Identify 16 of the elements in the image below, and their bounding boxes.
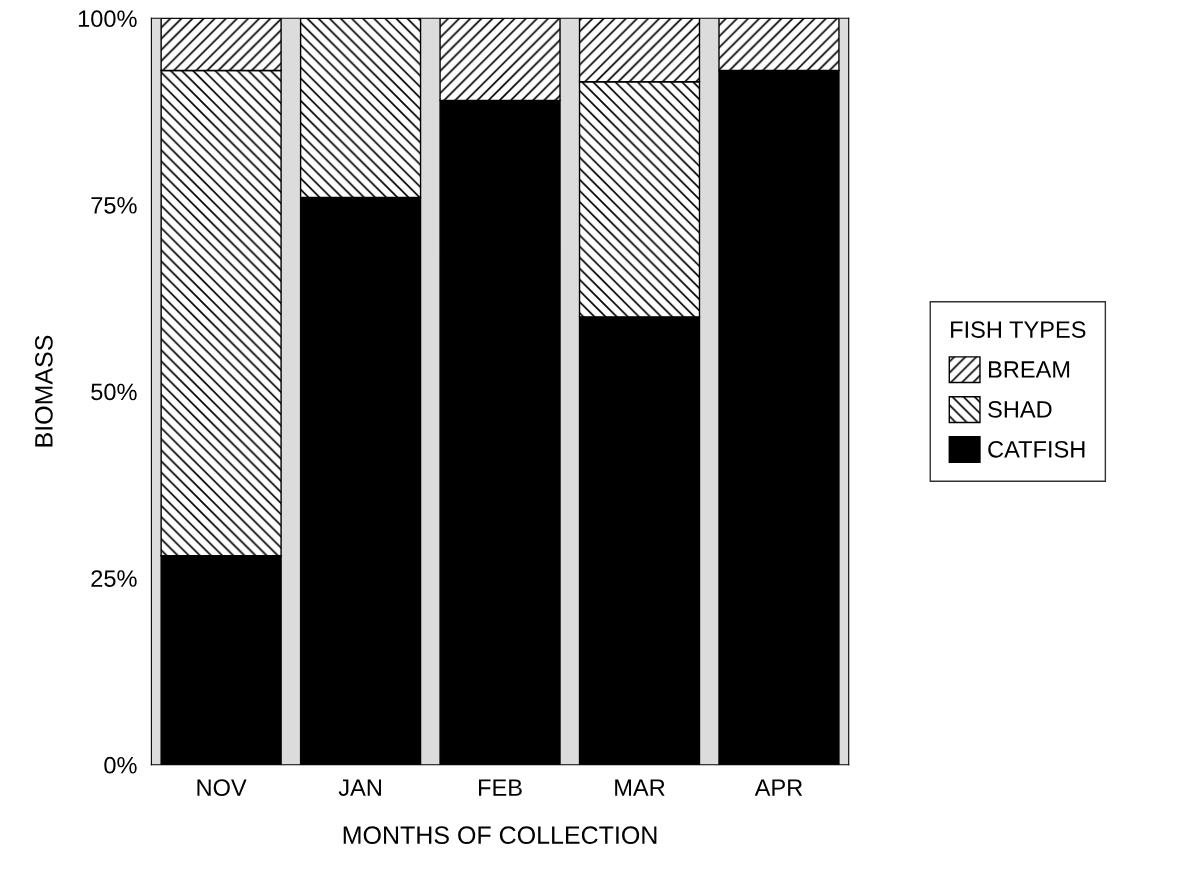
legend-title: FISH TYPES <box>951 321 1086 338</box>
x-tick-label: JAN <box>338 779 381 796</box>
x-tick-label: MAR <box>615 779 665 796</box>
legend-label: SHAD <box>988 401 1052 418</box>
x-tick-label: APR <box>754 779 803 796</box>
y-tick-label: 75% <box>91 197 137 214</box>
y-tick-label: 100% <box>78 10 137 28</box>
y-tick-label: 50% <box>91 383 137 401</box>
y-tick-label: 0% <box>104 756 137 774</box>
x-tick-label: NOV <box>197 779 247 796</box>
y-axis-title: BIOMASS <box>35 335 53 447</box>
y-tick-label: 25% <box>91 570 137 587</box>
legend-label: BREAM <box>989 361 1070 378</box>
x-tick-label: FEB <box>479 779 522 796</box>
legend-label: CATFISH <box>988 440 1085 458</box>
x-axis-title: MONTHS OF COLLECTION <box>343 826 657 844</box>
